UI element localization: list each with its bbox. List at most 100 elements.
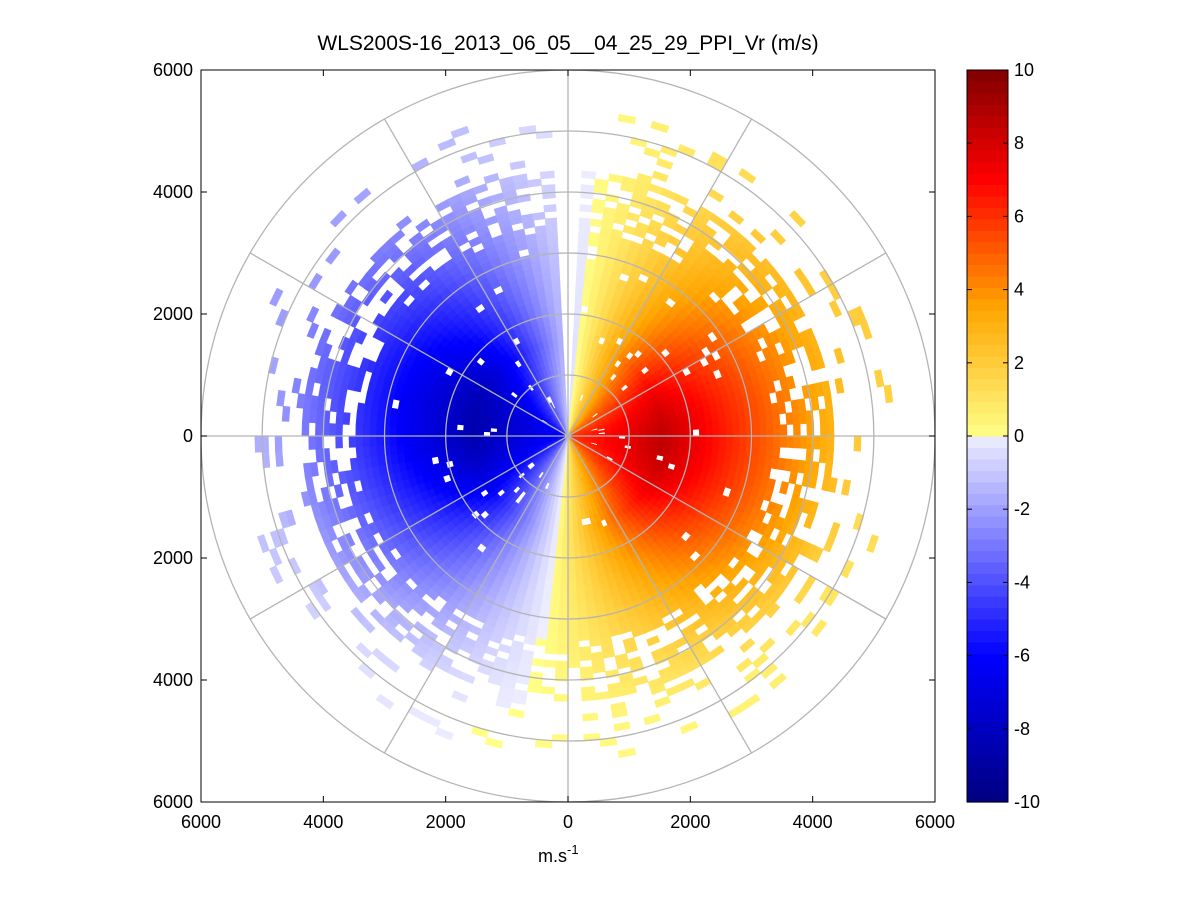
velocity-cell	[793, 423, 801, 437]
velocity-cell	[576, 606, 588, 615]
velocity-cell	[483, 435, 491, 441]
velocity-cell	[415, 435, 424, 445]
colorbar-swatch	[967, 607, 1008, 620]
velocity-cell	[567, 653, 581, 662]
velocity-cell	[819, 422, 828, 437]
velocity-cell	[559, 580, 569, 588]
velocity-cell	[738, 444, 747, 455]
velocity-cell	[579, 545, 587, 554]
colorbar-swatch	[967, 481, 1008, 494]
velocity-cell	[651, 435, 660, 442]
velocity-cell	[355, 446, 364, 459]
velocity-cell	[429, 442, 438, 451]
colorbar-swatch	[967, 676, 1008, 689]
colorbar-tick-label: 4	[1014, 280, 1024, 300]
colorbar-tick-label: -4	[1014, 572, 1030, 592]
velocity-cell	[556, 539, 563, 548]
velocity-cell	[725, 443, 734, 454]
velocity-cell	[567, 553, 575, 561]
colorbar-swatch	[967, 424, 1008, 437]
velocity-cell	[589, 218, 603, 228]
velocity-cell	[589, 638, 602, 647]
colorbar-swatch	[967, 172, 1008, 185]
velocity-cell	[575, 271, 586, 280]
velocity-cell	[476, 435, 485, 442]
velocity-cell	[550, 325, 558, 334]
velocity-cell	[546, 626, 559, 635]
velocity-cell	[580, 558, 589, 567]
velocity-cell	[793, 435, 801, 449]
velocity-cell	[719, 427, 727, 437]
velocity-cell	[665, 430, 673, 437]
velocity-cell	[567, 647, 580, 655]
velocity-cell	[685, 435, 694, 443]
colorbar-swatch	[967, 390, 1008, 403]
velocity-cell	[558, 606, 569, 615]
velocity-cell	[349, 457, 359, 471]
velocity-cell	[585, 258, 597, 268]
velocity-cell	[561, 378, 566, 386]
velocity-cell	[786, 435, 795, 449]
velocity-cell	[362, 446, 371, 458]
velocity-cell	[772, 435, 781, 448]
velocity-cell	[656, 449, 666, 457]
velocity-cell	[335, 411, 344, 425]
velocity-cell	[396, 417, 405, 428]
velocity-cell	[355, 435, 364, 448]
velocity-cell	[573, 311, 582, 320]
velocity-cell	[362, 414, 371, 426]
colorbar-tick-label: 6	[1014, 206, 1024, 226]
velocity-cell	[759, 435, 768, 447]
velocity-cell	[712, 427, 721, 437]
velocity-cell	[670, 418, 680, 426]
velocity-cell	[301, 407, 311, 423]
velocity-cell	[798, 410, 808, 425]
velocity-cell	[572, 526, 579, 534]
velocity-cell	[496, 439, 505, 444]
velocity-cell	[531, 657, 545, 667]
velocity-cell	[362, 435, 370, 448]
velocity-cell	[567, 600, 578, 608]
velocity-cell	[342, 412, 351, 425]
velocity-cell	[692, 435, 700, 444]
velocity-cell	[562, 385, 567, 393]
velocity-cell	[645, 435, 653, 441]
velocity-cell	[579, 204, 593, 213]
velocity-cell	[704, 450, 713, 459]
velocity-cell	[552, 291, 562, 300]
velocity-cell	[698, 442, 707, 451]
velocity-cell	[463, 445, 472, 453]
velocity-cell	[751, 415, 761, 427]
x-tick-label: 2000	[426, 812, 466, 832]
velocity-cell	[443, 441, 451, 450]
velocity-cell	[442, 429, 451, 437]
velocity-cell	[553, 304, 562, 313]
velocity-cell	[588, 231, 601, 241]
velocity-cell	[554, 311, 563, 320]
colorbar-swatch	[967, 287, 1008, 300]
velocity-cell	[335, 435, 343, 449]
velocity-cell	[548, 612, 560, 621]
velocity-cell	[573, 552, 582, 561]
velocity-cell	[561, 553, 569, 561]
y-tick-label: 6000	[153, 792, 193, 812]
velocity-cell	[564, 405, 568, 413]
colorbar-swatch	[967, 207, 1008, 220]
velocity-cell	[546, 565, 555, 574]
velocity-cell	[575, 284, 585, 293]
velocity-cell	[777, 401, 787, 415]
velocity-cell	[409, 443, 418, 453]
velocity-cell	[685, 422, 693, 431]
velocity-cell	[469, 440, 478, 447]
x-tick-label: 4000	[793, 812, 833, 832]
velocity-cell	[544, 646, 558, 655]
velocity-cell	[436, 428, 444, 437]
velocity-cell	[546, 230, 558, 240]
velocity-cell	[745, 416, 754, 428]
velocity-cell	[369, 414, 378, 427]
colorbar-swatch	[967, 333, 1008, 346]
velocity-cell	[546, 298, 555, 307]
colorbar-swatch	[967, 664, 1008, 677]
velocity-cell	[576, 257, 588, 266]
velocity-cell	[315, 435, 323, 450]
